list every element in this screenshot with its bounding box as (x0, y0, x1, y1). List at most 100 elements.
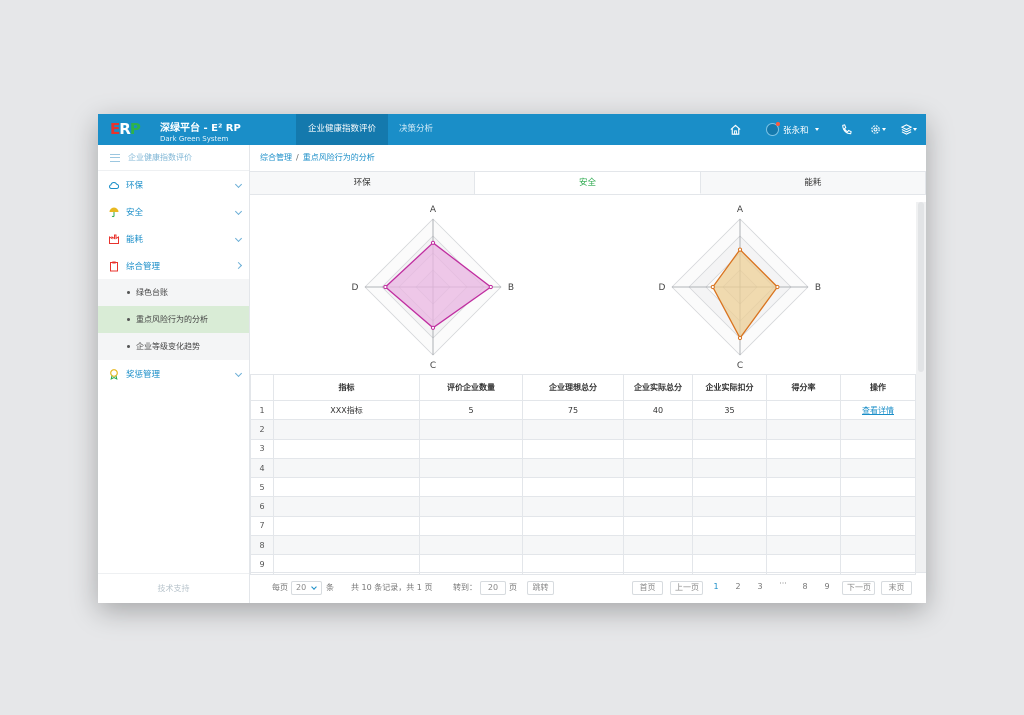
sidebar: 企业健康指数评价 环保 安全 能耗 综合管理 绿色台账 重点风险行为的分析 企业… (98, 145, 250, 603)
table-cell (623, 515, 693, 537)
radar-data-point (430, 240, 436, 245)
phone-icon[interactable] (840, 123, 853, 136)
next-page-button[interactable]: 下一页 (842, 581, 875, 595)
radar-axis-label: C (430, 361, 436, 371)
table-cell (766, 438, 841, 459)
sidebar-item-safety[interactable]: 安全 (98, 198, 249, 225)
table-cell (840, 438, 916, 459)
tab-environment[interactable]: 环保 (250, 172, 476, 194)
breadcrumb-current: 重点风险行为的分析 (302, 153, 375, 162)
table-row: 1 XXX指标 5 75 40 35 查看详情 (250, 399, 916, 421)
column-header: 企业实际总分 (623, 374, 693, 401)
user-name: 张永和 (783, 125, 809, 136)
table-cell (522, 457, 624, 479)
scrollbar-thumb[interactable] (918, 202, 924, 372)
page-ellipsis: ··· (779, 579, 787, 588)
table-cell (766, 515, 841, 537)
radar-axis-label: C (737, 361, 743, 371)
sidebar-item-energy[interactable]: 能耗 (98, 225, 249, 252)
brand: 深绿平台 - E² RP Dark Green System (160, 119, 241, 143)
radar-data-point (710, 284, 715, 290)
sidebar-header[interactable]: 企业健康指数评价 (98, 145, 249, 171)
breadcrumb: 综合管理 / 重点风险行为的分析 (250, 145, 926, 171)
last-page-button[interactable]: 末页 (881, 581, 912, 595)
table-cell (692, 438, 767, 459)
sidebar-subitem-green-ledger[interactable]: 绿色台账 (98, 279, 249, 306)
vertical-scrollbar[interactable] (916, 202, 926, 572)
category-tabs: 环保 安全 能耗 (250, 171, 926, 195)
page-number[interactable]: 8 (802, 582, 808, 591)
column-header: 操作 (840, 374, 916, 401)
table-cell (692, 419, 767, 440)
table-row: 2 (250, 419, 916, 440)
user-menu[interactable]: 张永和 (766, 120, 819, 139)
column-header: 企业理想总分 (522, 374, 624, 401)
menu-icon (110, 153, 120, 162)
table-cell (419, 438, 523, 459)
home-icon[interactable] (729, 123, 742, 136)
radar-axis-label: D (352, 283, 359, 293)
radar-data-point (488, 284, 493, 290)
table-row: 8 (250, 535, 916, 556)
table-cell (623, 535, 693, 556)
table-cell (273, 457, 420, 479)
gear-icon[interactable] (869, 123, 882, 136)
sidebar-item-label: 能耗 (126, 234, 144, 245)
chevron-down-icon (814, 128, 819, 131)
table-cell (522, 438, 624, 459)
radar-data-point (430, 325, 436, 330)
radar-data-point (737, 247, 743, 252)
sidebar-item-environment[interactable]: 环保 (98, 171, 249, 198)
table-cell (522, 515, 624, 537)
table-header-row: 指标 评价企业数量 企业理想总分 企业实际总分 企业实际扣分 得分率 操作 (250, 374, 916, 401)
table-cell (766, 399, 841, 421)
breadcrumb-item[interactable]: 综合管理 (260, 153, 292, 162)
table-cell (766, 457, 841, 479)
umbrella-icon (109, 207, 119, 217)
per-page-unit: 条 (326, 583, 334, 592)
tab-safety[interactable]: 安全 (475, 172, 701, 194)
per-page-label: 每页 (272, 583, 288, 592)
sidebar-subitem-risk-analysis[interactable]: 重点风险行为的分析 (98, 306, 249, 333)
layers-icon[interactable] (900, 123, 913, 136)
view-details-link[interactable]: 查看详情 (862, 405, 894, 415)
page-number[interactable]: 9 (824, 582, 830, 591)
page-number[interactable]: 2 (735, 582, 741, 591)
table-cell: XXX指标 (273, 399, 420, 421)
table-cell: 75 (522, 399, 624, 421)
page-number[interactable]: 1 (713, 582, 719, 591)
table-row: 9 (250, 554, 916, 575)
jump-button[interactable]: 跳转 (527, 581, 554, 595)
goto-page-input[interactable]: 20 (480, 581, 506, 595)
sidebar-item-label: 环保 (126, 180, 144, 191)
table-cell (522, 477, 624, 498)
nav-tab-decision-analysis[interactable]: 决策分析 (398, 124, 433, 134)
sidebar-item-comprehensive[interactable]: 综合管理 (98, 252, 249, 279)
first-page-button[interactable]: 首页 (632, 581, 663, 595)
chevron-down-icon (234, 207, 243, 216)
radar-axis-label: A (430, 205, 437, 215)
table-cell (419, 496, 523, 517)
sidebar-subitem-grade-trend[interactable]: 企业等级变化趋势 (98, 333, 249, 360)
sidebar-item-rewards[interactable]: 奖惩管理 (98, 360, 249, 387)
radar-data-point (383, 284, 388, 290)
table-cell (766, 419, 841, 440)
table-cell: 5 (419, 399, 523, 421)
sidebar-item-label: 综合管理 (126, 261, 161, 272)
tab-energy[interactable]: 能耗 (701, 172, 926, 194)
page-number[interactable]: 3 (757, 582, 763, 591)
prev-page-button[interactable]: 上一页 (670, 581, 703, 595)
table-cell (766, 477, 841, 498)
radar-axis-label: D (659, 283, 666, 293)
table-row: 4 (250, 457, 916, 479)
table-cell (419, 477, 523, 498)
brand-subtitle: Dark Green System (160, 135, 229, 143)
nav-tab-health-index[interactable]: 企业健康指数评价 (296, 114, 388, 145)
per-page-select[interactable]: 20 (291, 581, 322, 595)
row-index: 4 (250, 457, 274, 479)
table-cell (522, 496, 624, 517)
column-header: 得分率 (766, 374, 841, 401)
column-header: 企业实际扣分 (692, 374, 767, 401)
table-cell (840, 554, 916, 575)
table-cell (273, 535, 420, 556)
